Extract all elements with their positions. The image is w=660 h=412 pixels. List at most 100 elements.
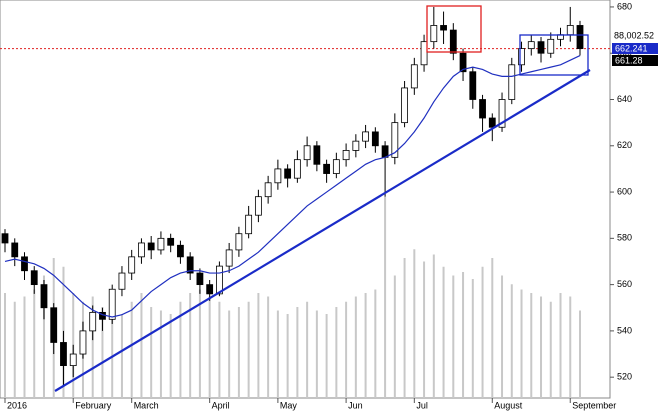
volume-bar: [276, 310, 279, 398]
candle-body: [488, 117, 496, 128]
candle-body: [245, 214, 253, 235]
volume-bar: [247, 301, 250, 398]
candle-body: [79, 330, 87, 355]
volume-bar: [364, 293, 367, 398]
y-tick-label: 620: [617, 140, 632, 150]
candle-body: [518, 48, 525, 66]
volume-bar: [413, 249, 416, 398]
y-tick-label: 520: [617, 372, 632, 382]
volume-bar: [471, 279, 474, 398]
volume-bar: [462, 272, 465, 398]
volume-bar: [286, 314, 289, 398]
x-tick-label: Jul: [416, 400, 428, 410]
candle-body: [332, 159, 340, 174]
volume-bar: [208, 296, 211, 398]
x-tick-label: March: [134, 400, 159, 410]
candle-body: [323, 163, 331, 174]
volume-bar: [481, 266, 484, 398]
volume-bar: [198, 289, 201, 398]
candle-body: [352, 140, 360, 151]
volume-bar: [374, 289, 377, 398]
candle-body: [527, 41, 535, 49]
volume-bar: [159, 310, 162, 398]
candle-body: [60, 342, 67, 367]
candle-body: [177, 244, 184, 258]
volume-bar: [510, 284, 513, 398]
volume-bar: [432, 254, 435, 398]
candle-body: [1, 233, 9, 244]
trend-line: [54, 69, 591, 392]
volume-bar: [91, 296, 94, 398]
candle-body: [440, 25, 447, 31]
volume-bar: [501, 275, 504, 398]
volume-bar: [315, 310, 318, 398]
volume-bar: [33, 289, 36, 398]
volume-bar: [23, 296, 26, 398]
x-tick-label: April: [212, 400, 230, 410]
candle-body: [498, 99, 506, 128]
candle-body: [216, 265, 223, 295]
candle-body: [293, 159, 301, 179]
candle-body: [21, 256, 28, 272]
volume-bar: [140, 293, 143, 398]
y-tick-label: 640: [617, 94, 632, 104]
candle-body: [138, 242, 145, 258]
volume-bar: [13, 301, 16, 398]
axis-layer: 5205405605806006206406606802016FebruaryM…: [4, 1, 632, 410]
volume-bar: [101, 307, 104, 398]
candle-body: [391, 122, 399, 158]
volume-bar: [169, 314, 172, 398]
candle-body: [508, 64, 516, 100]
candle-body: [11, 242, 19, 258]
volume-bar: [179, 301, 182, 398]
candle-body: [469, 71, 477, 100]
candle-body: [284, 168, 292, 179]
candle-layer: [1, 6, 584, 387]
candle-body: [430, 25, 438, 43]
candle-body: [225, 249, 233, 267]
candle-body: [206, 284, 214, 295]
x-tick-label: August: [494, 400, 523, 410]
volume-layer: [4, 196, 581, 398]
volume-bar: [111, 310, 114, 398]
volume-bar: [42, 275, 45, 398]
y-tick-label: 680: [617, 1, 632, 11]
candle-body: [342, 150, 350, 161]
candle-body: [40, 284, 48, 309]
x-tick-label: 2016: [7, 400, 27, 410]
candle-body: [576, 25, 584, 49]
x-tick-label: Jun: [348, 400, 363, 410]
price-label: 661.28: [615, 55, 643, 65]
volume-bar: [257, 293, 260, 398]
volume-bar: [569, 296, 572, 398]
candle-body: [303, 145, 311, 161]
candle-body: [30, 270, 38, 286]
y-tick-label: 560: [617, 279, 632, 289]
y-tick-label: 540: [617, 325, 632, 335]
volume-bar: [345, 301, 348, 398]
y-tick-label: 600: [617, 186, 632, 196]
volume-bar: [130, 301, 133, 398]
candle-body: [196, 272, 204, 286]
volume-bar: [549, 301, 552, 398]
volume-bar: [150, 307, 153, 398]
candle-body: [313, 145, 321, 165]
candle-body: [449, 29, 457, 54]
price-tag: [612, 43, 658, 54]
candle-body: [566, 25, 574, 36]
volume-bar: [296, 307, 299, 398]
volume-bar: [559, 293, 562, 398]
x-tick-label: September: [572, 400, 616, 410]
candle-body: [274, 168, 282, 184]
volume-bar: [423, 261, 426, 398]
volume-bar: [442, 266, 445, 398]
volume-bar: [384, 196, 387, 398]
volume-bar: [267, 296, 270, 398]
price-label: 662.241: [615, 43, 648, 53]
candle-body: [381, 145, 389, 158]
volume-bar: [452, 275, 455, 398]
volume-bar: [4, 293, 6, 398]
highlight-box: [519, 34, 589, 76]
highlight-box: [426, 5, 482, 53]
